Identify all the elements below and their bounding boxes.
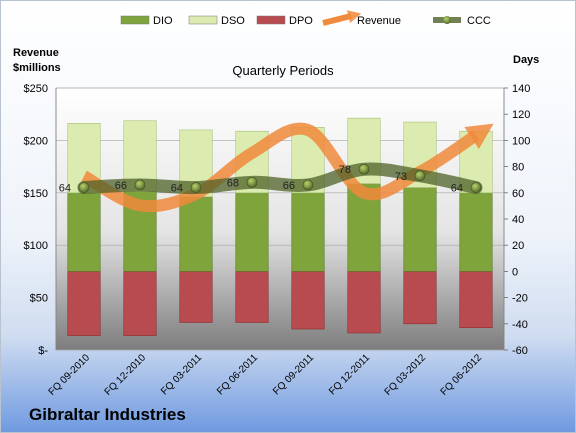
left-tick-label: $250 (24, 83, 48, 95)
legend-swatch-revenue (322, 10, 362, 26)
legend-label: Revenue (357, 15, 401, 27)
dpo-bar (179, 271, 213, 323)
legend-label: CCC (467, 15, 491, 27)
right-axis-title: Days (513, 54, 539, 66)
category-label: FQ 12-2011 (327, 352, 372, 397)
right-tick-label: 140 (512, 83, 530, 95)
right-tick-label: -20 (512, 293, 528, 305)
right-tick-label: 120 (512, 109, 530, 121)
company-name: Gibraltar Industries (29, 405, 186, 424)
ccc-point (358, 163, 370, 175)
legend-swatch-dso (188, 15, 218, 25)
dpo-bar (403, 271, 437, 325)
dio-bar (459, 192, 493, 272)
ccc-data-label: 64 (59, 183, 71, 195)
category-label: FQ 06-2012 (439, 352, 485, 398)
ccc-point (302, 179, 314, 191)
dpo-bar (123, 271, 157, 336)
category-label: FQ 09-2011 (271, 352, 316, 397)
left-tick-label: $100 (24, 240, 48, 252)
legend-label: DSO (221, 15, 245, 27)
ccc-data-label: 64 (171, 183, 183, 195)
left-axis-title-line1: Revenue (13, 47, 59, 59)
dio-bar (235, 192, 269, 272)
plot-area (55, 87, 505, 351)
ccc-point (414, 170, 426, 182)
category-label: FQ 03-2011 (159, 352, 204, 397)
left-tick-label: $50 (30, 293, 48, 305)
legend: DIO DSO DPO Revenue CCC (120, 10, 491, 27)
legend-swatch-ccc-dot (443, 16, 451, 24)
ccc-point (78, 182, 90, 193)
ccc-point (134, 179, 146, 191)
legend-swatch-dpo (256, 15, 286, 25)
ccc-point (246, 177, 258, 188)
dpo-bar (347, 271, 381, 334)
right-tick-label: -60 (512, 345, 528, 357)
right-tick-label: 20 (512, 240, 524, 252)
category-label: FQ 06-2011 (215, 352, 260, 397)
legend-label: DPO (289, 15, 313, 27)
category-label: FQ 09-2010 (47, 352, 93, 398)
right-tick-label: 0 (512, 266, 518, 278)
left-tick-label: $200 (24, 135, 48, 147)
ccc-series: 64 66 64 68 66 78 73 64 (59, 162, 483, 195)
category-label: FQ 12-2010 (103, 352, 149, 398)
dio-bar (291, 192, 325, 272)
legend-swatch-dio (120, 15, 150, 25)
right-tick-label: 60 (512, 188, 524, 200)
legend-label: DIO (153, 15, 173, 27)
left-axis-title-line2: $millions (13, 62, 61, 74)
ccc-data-label: 78 (339, 164, 351, 176)
dpo-bar (235, 271, 269, 323)
left-tick-label: $150 (24, 188, 48, 200)
right-tick-label: 80 (512, 162, 524, 174)
category-label: FQ 03-2012 (383, 352, 429, 398)
right-tick-label: -40 (512, 319, 528, 331)
left-tick-label: $- (38, 345, 48, 357)
dpo-bar (291, 271, 325, 330)
ccc-data-label: 64 (451, 183, 463, 195)
right-tick-label: 40 (512, 214, 524, 226)
dio-bar (403, 187, 437, 272)
chart-title: Quarterly Periods (232, 63, 334, 78)
ccc-data-label: 73 (395, 171, 407, 183)
ccc-data-label: 66 (115, 180, 127, 192)
dio-bar (179, 196, 213, 272)
dio-bar (67, 192, 101, 272)
dpo-bar (459, 271, 493, 329)
ccc-data-label: 68 (227, 177, 239, 189)
dpo-bar (67, 271, 101, 336)
ccc-point (470, 182, 482, 193)
ccc-point (190, 182, 202, 193)
ccc-data-label: 66 (283, 180, 295, 192)
right-tick-label: 100 (512, 135, 530, 147)
